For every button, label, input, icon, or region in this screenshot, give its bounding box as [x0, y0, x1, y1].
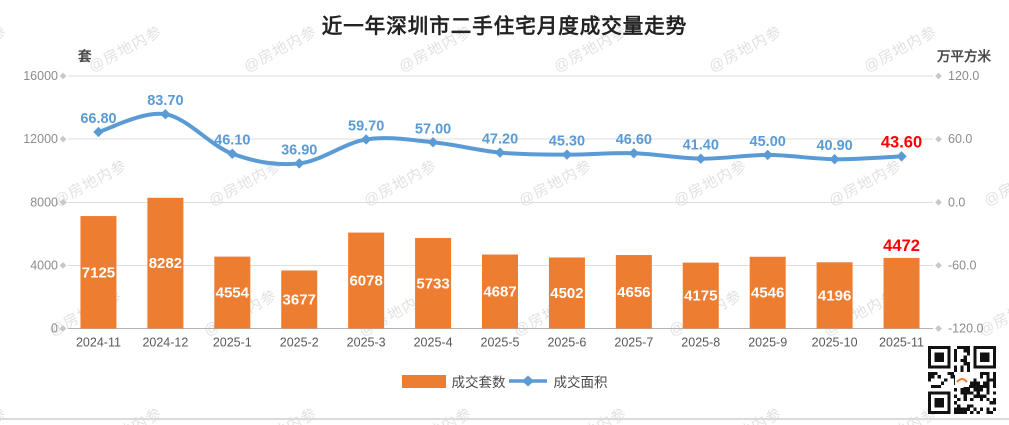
line-value-label: 36.90: [281, 142, 317, 158]
bar-2025-3[interactable]: [348, 232, 385, 329]
bar-value-label: 3677: [283, 291, 316, 308]
bar-2025-6[interactable]: [548, 257, 585, 329]
line-point-2025-5[interactable]: [494, 147, 506, 158]
line-point-2024-11[interactable]: [93, 126, 104, 138]
line-value-label: 40.90: [816, 138, 852, 154]
line-point-2025-8[interactable]: [695, 153, 706, 164]
x-axis-tick-label: 2025-8: [681, 336, 720, 350]
left-tick-diamond: [59, 198, 67, 206]
right-tick-diamond: [935, 135, 942, 143]
chart-legend: 成交套数 成交面积: [0, 371, 1009, 391]
right-axis-tick-label: 0.0: [948, 195, 965, 209]
bar-2025-9[interactable]: [749, 256, 786, 329]
left-axis-tick-label: 16000: [23, 69, 58, 83]
x-axis-tick-label: 2025-3: [347, 336, 386, 350]
bar-2025-8[interactable]: [682, 262, 719, 329]
line-series-label: 成交面积: [553, 375, 608, 390]
bar-value-label: 6078: [349, 273, 382, 290]
line-point-2025-6[interactable]: [561, 149, 573, 160]
bar-2025-4[interactable]: [415, 238, 452, 329]
left-tick-diamond: [59, 135, 67, 143]
bottom-divider: [0, 418, 1009, 420]
x-axis-tick-label: 2024-12: [142, 336, 188, 350]
x-axis-tick-label: 2025-2: [280, 336, 319, 350]
line-point-2025-10[interactable]: [829, 154, 840, 165]
x-axis-tick-label: 2025-4: [414, 336, 453, 350]
bar-2024-11[interactable]: [80, 216, 117, 329]
bar-value-label: 4175: [684, 288, 717, 305]
line-value-label: 46.10: [214, 133, 250, 149]
bar-2025-10[interactable]: [816, 262, 853, 329]
right-axis-tick-label: -120.0: [948, 322, 983, 336]
line-value-label-highlight: 43.60: [881, 133, 922, 151]
right-axis-tick-label: 60.0: [948, 132, 972, 146]
bar-2025-5[interactable]: [482, 254, 518, 329]
bar-2025-7[interactable]: [615, 255, 652, 329]
left-axis-tick-label: 0: [51, 322, 58, 336]
x-axis-tick-label: 2025-1: [213, 336, 252, 350]
bar-value-label: 4502: [550, 285, 583, 302]
x-axis-tick-label: 2024-11: [76, 336, 121, 350]
line-value-label: 66.80: [80, 111, 116, 127]
bar-value-label: 5733: [416, 275, 449, 292]
right-axis-tick-label: -60.0: [948, 258, 977, 272]
right-tick-diamond: [935, 261, 942, 269]
bar-value-label: 4656: [617, 284, 650, 301]
line-value-label: 45.00: [750, 134, 786, 150]
line-value-label: 59.70: [348, 118, 384, 134]
left-axis-tick-label: 8000: [30, 195, 58, 209]
legend-item-line-series[interactable]: 成交面积: [506, 371, 608, 391]
line-value-label: 47.20: [482, 132, 518, 148]
bar-2025-1[interactable]: [214, 256, 251, 329]
left-tick-diamond: [59, 325, 67, 332]
line-series-glyph: [508, 375, 547, 387]
bar-series-swatch: [401, 374, 446, 388]
left-axis-tick-label: 4000: [30, 258, 58, 272]
bar-value-label: 8282: [149, 255, 182, 272]
right-tick-diamond: [935, 72, 942, 80]
right-tick-diamond: [935, 325, 942, 332]
line-point-2025-2[interactable]: [294, 158, 305, 169]
line-point-2025-3[interactable]: [360, 134, 372, 145]
bar-value-label: 4546: [751, 285, 784, 302]
line-value-label: 83.70: [147, 93, 183, 109]
bar-value-label: 7125: [82, 264, 115, 281]
line-value-label: 57.00: [415, 121, 451, 137]
legend-item-bar-series[interactable]: 成交套数: [401, 371, 506, 391]
x-axis-tick-label: 2025-10: [812, 336, 858, 350]
x-axis-tick-label: 2025-6: [547, 336, 586, 350]
line-point-2025-7[interactable]: [628, 148, 640, 159]
left-axis-tick-label: 12000: [23, 132, 58, 146]
line-point-2025-11[interactable]: [896, 151, 907, 162]
bar-value-label: 4554: [216, 285, 250, 302]
bar-2025-11[interactable]: [883, 257, 920, 329]
bar-value-label: 4196: [818, 287, 851, 304]
left-axis-unit: 套: [78, 49, 92, 64]
line-value-label: 45.30: [549, 134, 585, 150]
left-tick-diamond: [59, 261, 67, 269]
line-point-2025-9[interactable]: [762, 149, 773, 161]
line-value-label: 46.60: [616, 132, 652, 148]
x-axis-tick-label: 2025-5: [481, 336, 520, 350]
bar-2024-12[interactable]: [147, 197, 184, 329]
bar-series-label: 成交套数: [451, 375, 506, 390]
left-tick-diamond: [59, 72, 67, 80]
bar-2025-2[interactable]: [281, 270, 318, 329]
bar-value-label: 4687: [483, 284, 516, 301]
x-axis-tick-label: 2025-11: [879, 336, 924, 350]
right-axis-unit: 万平方米: [937, 49, 991, 64]
bar-value-label-highlight: 4472: [883, 237, 920, 255]
line-point-2025-4[interactable]: [427, 137, 439, 148]
line-point-2025-1[interactable]: [227, 148, 238, 159]
chart-title: 近一年深圳市二手住宅月度成交量走势: [321, 15, 688, 38]
right-tick-diamond: [935, 198, 942, 206]
right-axis-tick-label: 120.0: [948, 69, 979, 83]
qr-code-icon: [928, 346, 996, 414]
x-axis-tick-label: 2025-7: [614, 336, 653, 350]
line-value-label: 41.40: [683, 138, 719, 154]
line-point-2024-12[interactable]: [160, 108, 171, 120]
x-axis-tick-label: 2025-9: [748, 336, 787, 350]
